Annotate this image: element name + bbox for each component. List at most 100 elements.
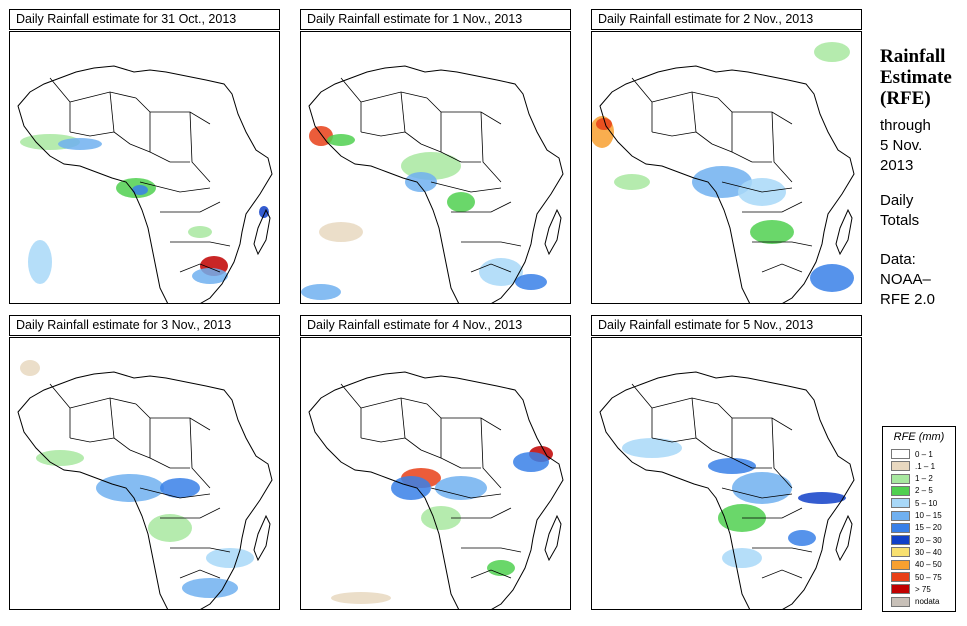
border-line: [150, 111, 211, 125]
border-line: [651, 437, 697, 443]
rainfall-areas: [592, 42, 854, 292]
border-line: [109, 397, 131, 451]
legend-item: 0 – 1: [891, 448, 933, 460]
rainfall-areas: [20, 134, 269, 284]
legend-item: .1 – 1: [891, 460, 935, 472]
border-line: [480, 417, 502, 489]
border-line: [360, 91, 428, 103]
legend-swatch: [891, 522, 910, 533]
data-source: Data: NOAA– RFE 2.0: [880, 250, 935, 310]
map-canvas: [17, 360, 273, 609]
border-line: [430, 181, 502, 193]
border-line: [470, 263, 512, 273]
border-line: [711, 449, 733, 459]
legend-label: 5 – 10: [915, 498, 938, 508]
title-line: Rainfall: [880, 46, 946, 67]
rainfall-areas: [301, 126, 547, 300]
legend-item: 1 – 2: [891, 473, 933, 485]
map-canvas: [592, 42, 855, 303]
coastline: [17, 371, 273, 609]
rainfall-map: [591, 337, 862, 610]
border-line: [742, 201, 803, 213]
legend-item: 2 – 5: [891, 485, 933, 497]
border-line: [441, 417, 502, 431]
country-borders: [340, 77, 522, 273]
map-canvas: [17, 65, 273, 303]
rainfall-cell: [391, 476, 431, 500]
rainfall-cell: [319, 222, 363, 242]
panel-title: Daily Rainfall estimate for 3 Nov., 2013: [9, 315, 280, 336]
coastline: [308, 65, 564, 303]
border-line: [69, 131, 115, 137]
rainfall-cell: [435, 476, 487, 500]
country-borders: [340, 383, 522, 579]
border-line: [400, 397, 422, 451]
border-line: [69, 437, 115, 443]
border-line: [109, 91, 131, 145]
border-line: [170, 547, 231, 553]
rainfall-areas: [20, 360, 254, 598]
madagascar-outline: [253, 514, 271, 562]
border-line: [721, 181, 793, 193]
coastline: [599, 371, 855, 609]
border-line: [135, 403, 171, 469]
legend-swatch: [891, 473, 910, 484]
rainfall-cell: [596, 118, 612, 130]
border-line: [461, 547, 522, 553]
date-line: 5 Nov.: [880, 137, 923, 154]
legend-label: 0 – 1: [915, 449, 933, 459]
border-line: [717, 403, 753, 469]
legend-label: 40 – 50: [915, 560, 942, 570]
rainfall-cell: [160, 478, 200, 498]
rainfall-cell: [405, 172, 437, 192]
madagascar-outline: [253, 208, 271, 256]
border-line: [441, 111, 502, 125]
source-line: NOAA–: [880, 271, 931, 288]
source-line: RFE 2.0: [880, 291, 936, 308]
legend-label: 20 – 30: [915, 535, 942, 545]
rainfall-cell: [327, 134, 355, 146]
legend-swatch: [891, 449, 910, 459]
border-line: [691, 91, 713, 145]
border-line: [451, 201, 512, 213]
rainfall-cell: [708, 458, 756, 474]
coastline: [17, 65, 273, 303]
border-line: [49, 383, 71, 438]
rainfall-cell: [148, 514, 192, 542]
border-line: [426, 403, 462, 469]
border-line: [717, 97, 753, 163]
border-line: [426, 97, 462, 163]
border-line: [761, 569, 803, 579]
country-borders: [631, 383, 813, 579]
rainfall-areas: [622, 438, 846, 568]
legend-label: 15 – 20: [915, 523, 942, 533]
border-line: [360, 397, 428, 409]
border-line: [179, 569, 221, 579]
legend-swatch: [891, 535, 910, 546]
rainfall-cell: [132, 185, 148, 195]
border-line: [340, 383, 362, 438]
rainfall-map: [9, 337, 280, 610]
panel-title: Daily Rainfall estimate for 5 Nov., 2013: [591, 315, 862, 336]
legend-item: 30 – 40: [891, 546, 942, 558]
rainfall-cell: [36, 450, 84, 466]
rainfall-cell: [614, 174, 650, 190]
rainfall-cell: [515, 274, 547, 290]
border-line: [631, 77, 653, 132]
period-label: Daily Totals: [880, 191, 919, 231]
country-borders: [49, 383, 231, 579]
through-label: through: [880, 117, 931, 134]
rainfall-cell: [331, 592, 391, 604]
border-line: [691, 397, 713, 451]
legend-item: 50 – 75: [891, 571, 942, 583]
map-panel-nov5: Daily Rainfall estimate for 5 Nov., 2013: [591, 315, 862, 610]
legend-swatch: [891, 485, 910, 496]
panel-title: Daily Rainfall estimate for 4 Nov., 2013: [300, 315, 571, 336]
rainfall-cell: [788, 530, 816, 546]
border-line: [139, 181, 211, 193]
border-line: [761, 263, 803, 273]
rainfall-cell: [192, 268, 228, 284]
border-line: [420, 449, 442, 459]
rainfall-cell: [58, 138, 102, 150]
rainfall-cell: [479, 258, 523, 286]
